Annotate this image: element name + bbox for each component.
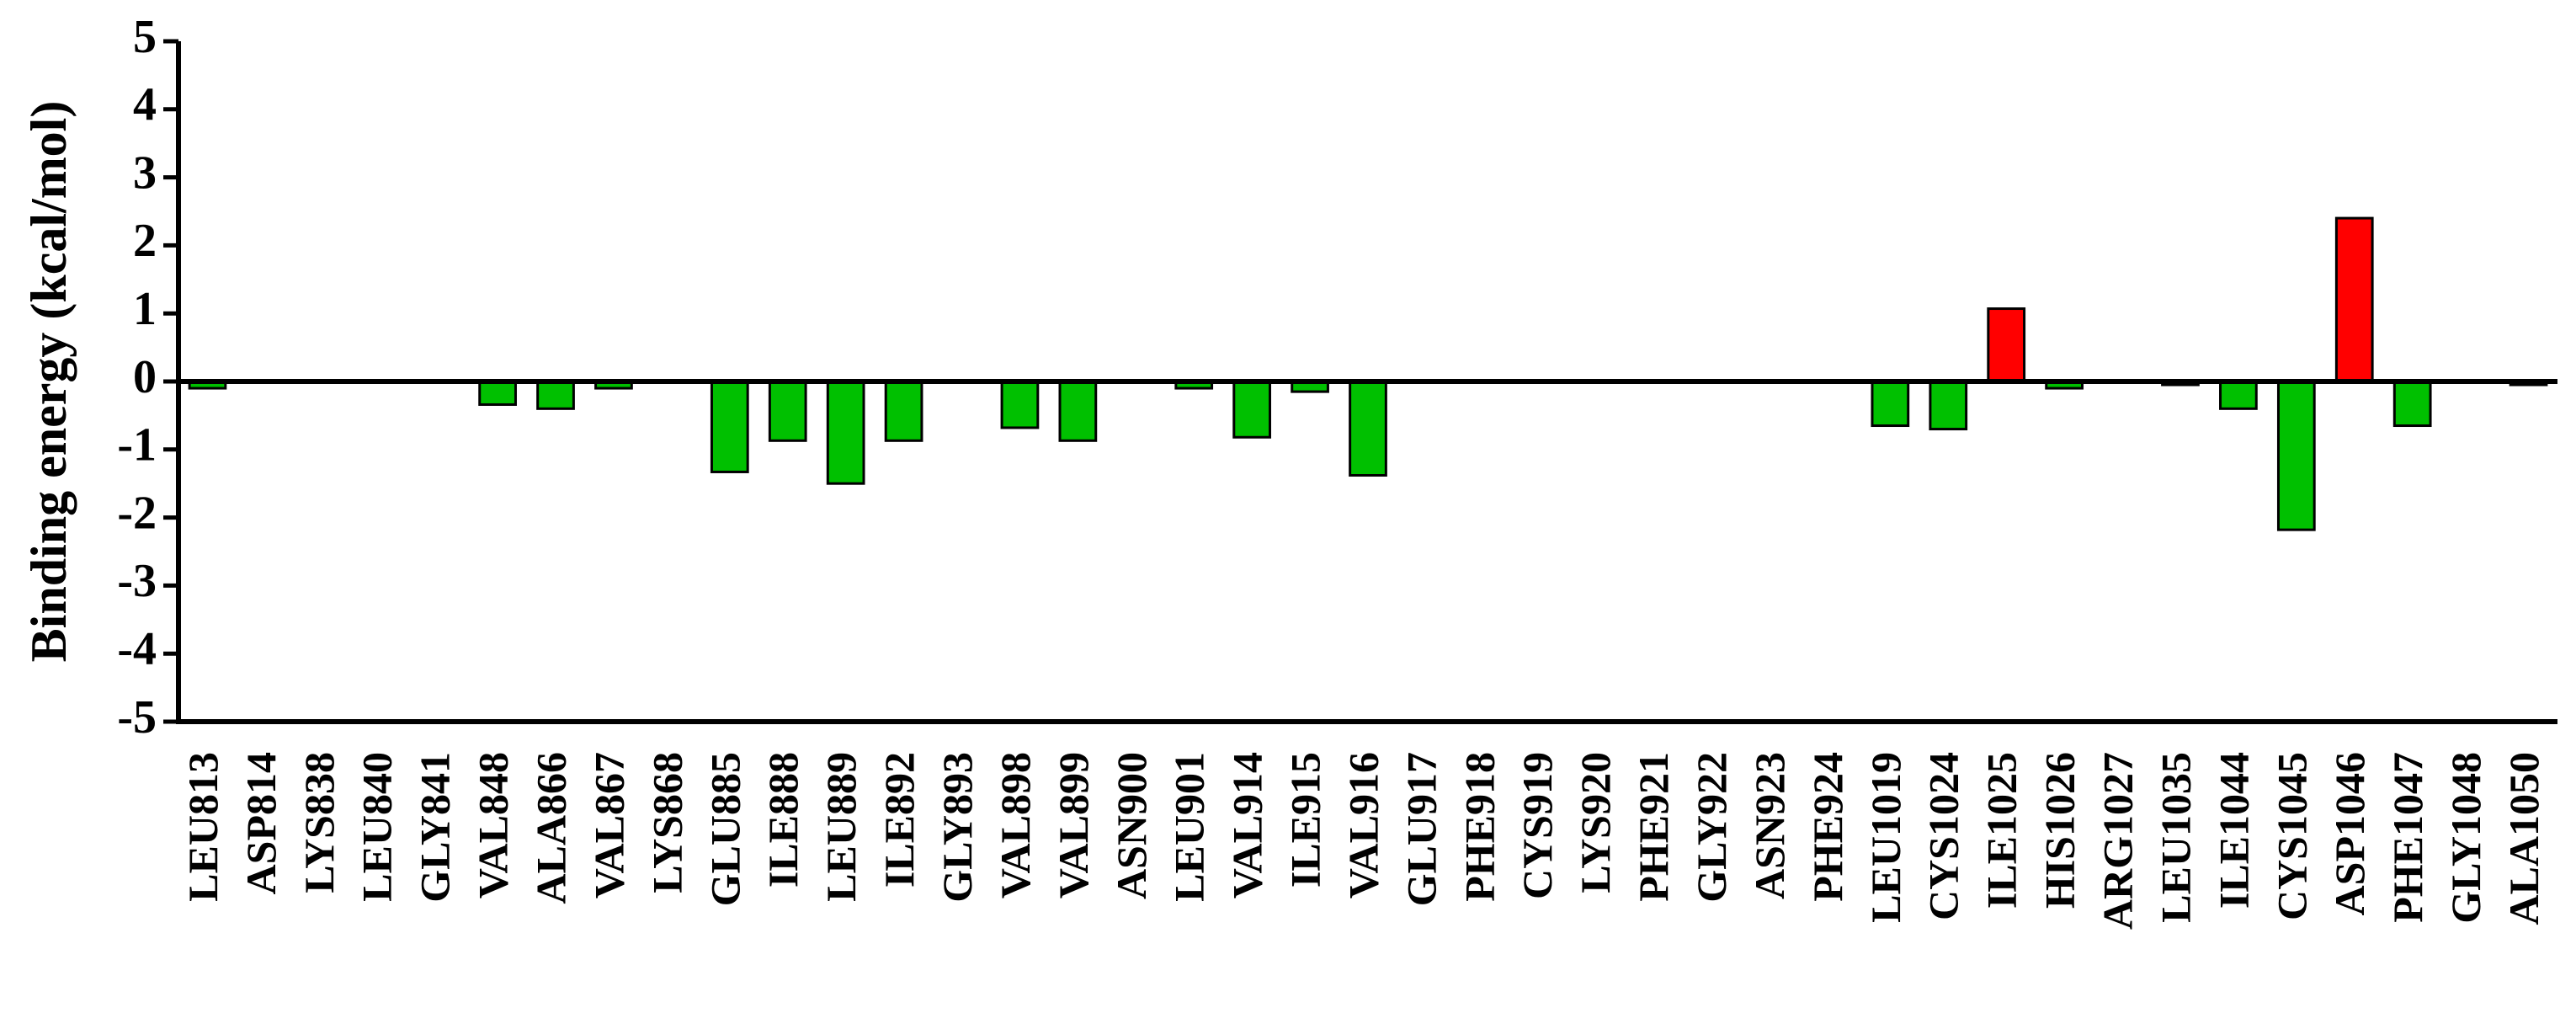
x-tick-label: LYS868: [643, 752, 690, 893]
bar: [1232, 380, 1272, 439]
x-tick-label: LEU813: [179, 752, 226, 902]
bar: [1929, 380, 1968, 431]
x-tick-label: ILE1044: [2210, 752, 2257, 909]
y-tick-label: -3: [117, 555, 157, 607]
bar: [1000, 380, 1040, 429]
y-tick-label: 5: [133, 11, 157, 63]
bar: [536, 380, 575, 410]
bar: [2219, 380, 2258, 410]
bar: [1871, 380, 1910, 428]
x-tick-label: VAL898: [992, 752, 1039, 898]
x-tick-label: LEU901: [1166, 752, 1213, 902]
x-tick-label: PHE921: [1630, 752, 1677, 902]
y-tick-label: 2: [133, 215, 157, 267]
x-tick-label: VAL848: [470, 752, 517, 898]
x-tick-label: ALA866: [527, 752, 574, 904]
x-tick-label: ILE1025: [1978, 752, 2025, 909]
x-tick-label: LEU889: [817, 752, 865, 902]
x-tick-label: ILE915: [1282, 752, 1329, 888]
x-tick-label: VAL867: [585, 752, 632, 898]
x-tick-label: VAL899: [1050, 752, 1097, 898]
y-tick-label: 4: [133, 79, 157, 131]
x-tick-label: ALA1050: [2500, 752, 2547, 925]
x-tick-label: ARG1027: [2094, 752, 2142, 930]
bar: [2276, 380, 2316, 531]
x-tick-label: GLY841: [412, 752, 459, 903]
x-tick-label: GLY922: [1688, 752, 1735, 903]
x-tick-label: GLU917: [1397, 752, 1445, 906]
y-tick-label: -1: [117, 419, 157, 472]
x-tick-label: PHE924: [1804, 752, 1851, 902]
y-tick-label: -5: [117, 691, 157, 744]
x-tick-label: CYS1024: [1920, 752, 1967, 920]
x-tick-label: HIS1026: [2036, 752, 2084, 909]
x-tick-label: VAL916: [1339, 752, 1386, 898]
bar: [1058, 380, 1098, 442]
bar: [710, 380, 749, 473]
x-tick-label: LEU1019: [1862, 752, 1909, 923]
x-tick-label: CYS919: [1514, 752, 1561, 899]
bar: [884, 380, 923, 442]
x-tick-label: ILE888: [759, 752, 806, 888]
y-tick-label: -4: [117, 623, 157, 675]
y-tick-label: -2: [117, 487, 157, 539]
bar: [1349, 380, 1387, 477]
bar: [768, 380, 807, 442]
x-tick-label: GLY1048: [2442, 752, 2489, 924]
y-axis-label: Binding energy (kcal/mol): [21, 101, 77, 663]
x-tick-label: ASP814: [237, 752, 285, 894]
x-tick-label: GLU885: [701, 752, 748, 906]
x-tick-label: LYS920: [1572, 752, 1619, 893]
x-tick-label: GLY893: [934, 752, 981, 903]
x-tick-label: CYS1045: [2268, 752, 2315, 920]
x-tick-label: ILE892: [876, 752, 923, 888]
x-tick-label: ASN923: [1746, 752, 1793, 899]
x-tick-label: ASN900: [1108, 752, 1155, 899]
x-tick-label: LEU1035: [2152, 752, 2199, 923]
x-tick-label: LYS838: [295, 752, 343, 893]
bar: [2334, 216, 2374, 383]
bar: [1987, 307, 2026, 383]
x-tick-label: ASP1046: [2326, 752, 2373, 915]
x-tick-label: PHE1047: [2384, 752, 2431, 923]
y-tick-label: 1: [133, 283, 157, 335]
bar: [2392, 380, 2432, 428]
x-tick-label: PHE918: [1456, 752, 1503, 902]
x-tick-label: VAL914: [1224, 752, 1271, 898]
y-tick-label: 0: [133, 351, 157, 403]
bar: [478, 380, 517, 406]
y-tick-label: 3: [133, 147, 157, 199]
bar: [826, 380, 865, 485]
x-tick-label: LEU840: [354, 752, 401, 902]
